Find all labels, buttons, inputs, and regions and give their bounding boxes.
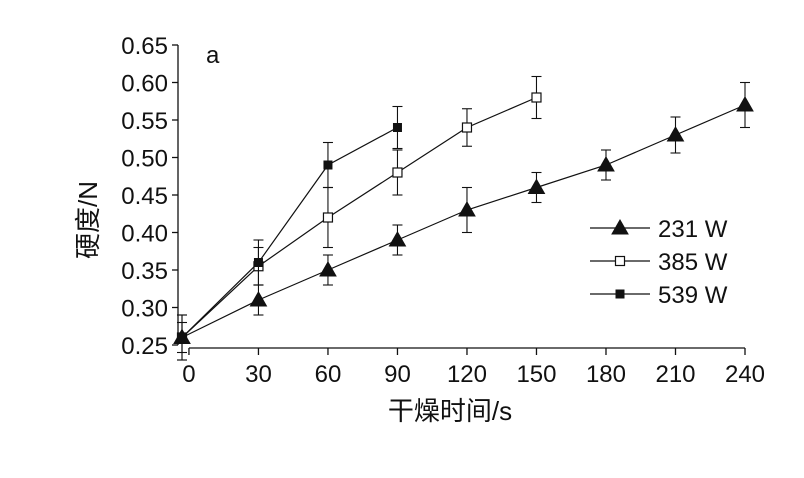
- y-tick-label: 0.35: [121, 258, 168, 285]
- data-point: [392, 167, 403, 178]
- data-point: [323, 160, 333, 170]
- x-axis-title: 干燥时间/s: [388, 396, 512, 426]
- data-point: [666, 125, 685, 142]
- series-line: [181, 96, 537, 338]
- legend-label: 385 W: [658, 249, 728, 276]
- legend-entry: 231 W: [590, 216, 728, 243]
- x-tick-label: 210: [655, 361, 695, 388]
- series-layer: [173, 75, 754, 361]
- legend-marker: [614, 255, 626, 267]
- legend: 231 W 385 W 539 W: [590, 216, 728, 309]
- data-point: [249, 290, 268, 307]
- legend-entry: 539 W: [590, 282, 728, 309]
- data-point: [392, 123, 402, 132]
- legend-marker: [615, 289, 625, 299]
- x-tick-label: 90: [384, 361, 411, 388]
- y-axis-title: 硬度/N: [73, 181, 103, 259]
- data-point: [527, 178, 546, 194]
- x-tick-label: 30: [245, 361, 272, 388]
- y-tick-label: 0.25: [121, 333, 168, 360]
- y-tick-label: 0.30: [121, 296, 168, 323]
- series-line: [181, 126, 398, 338]
- legend-marker: [611, 218, 629, 235]
- x-axis: 0 30 60 90 120 150 180 210 240: [182, 348, 765, 388]
- data-point: [388, 230, 407, 247]
- data-point: [736, 95, 754, 112]
- legend-label: 539 W: [658, 282, 728, 309]
- data-point: [458, 200, 476, 217]
- panel-label: a: [206, 42, 220, 69]
- y-tick-label: 0.65: [121, 33, 168, 60]
- data-point: [322, 212, 334, 223]
- series-2: [177, 105, 403, 361]
- data-point: [597, 155, 615, 172]
- y-axis: 0.25 0.30 0.35 0.40 0.45 0.50 0.55 0.60 0.65: [121, 33, 178, 360]
- legend-label: 231 W: [658, 216, 728, 243]
- x-tick-label: 150: [516, 361, 556, 388]
- x-tick-label: 60: [315, 361, 342, 388]
- y-tick-label: 0.45: [121, 183, 168, 210]
- data-point: [177, 333, 187, 342]
- y-tick-label: 0.55: [121, 108, 168, 135]
- y-tick-label: 0.40: [121, 221, 168, 248]
- x-tick-label: 0: [182, 361, 195, 388]
- x-tick-label: 120: [447, 361, 487, 388]
- x-tick-label: 180: [586, 361, 626, 388]
- y-tick-label: 0.60: [121, 71, 168, 98]
- x-tick-label: 240: [725, 361, 765, 388]
- data-point: [531, 92, 542, 103]
- series-1: [176, 75, 542, 361]
- legend-entry: 385 W: [590, 249, 728, 276]
- data-point: [461, 122, 473, 133]
- y-tick-label: 0.50: [121, 146, 168, 173]
- data-point: [253, 258, 263, 267]
- data-point: [319, 260, 337, 277]
